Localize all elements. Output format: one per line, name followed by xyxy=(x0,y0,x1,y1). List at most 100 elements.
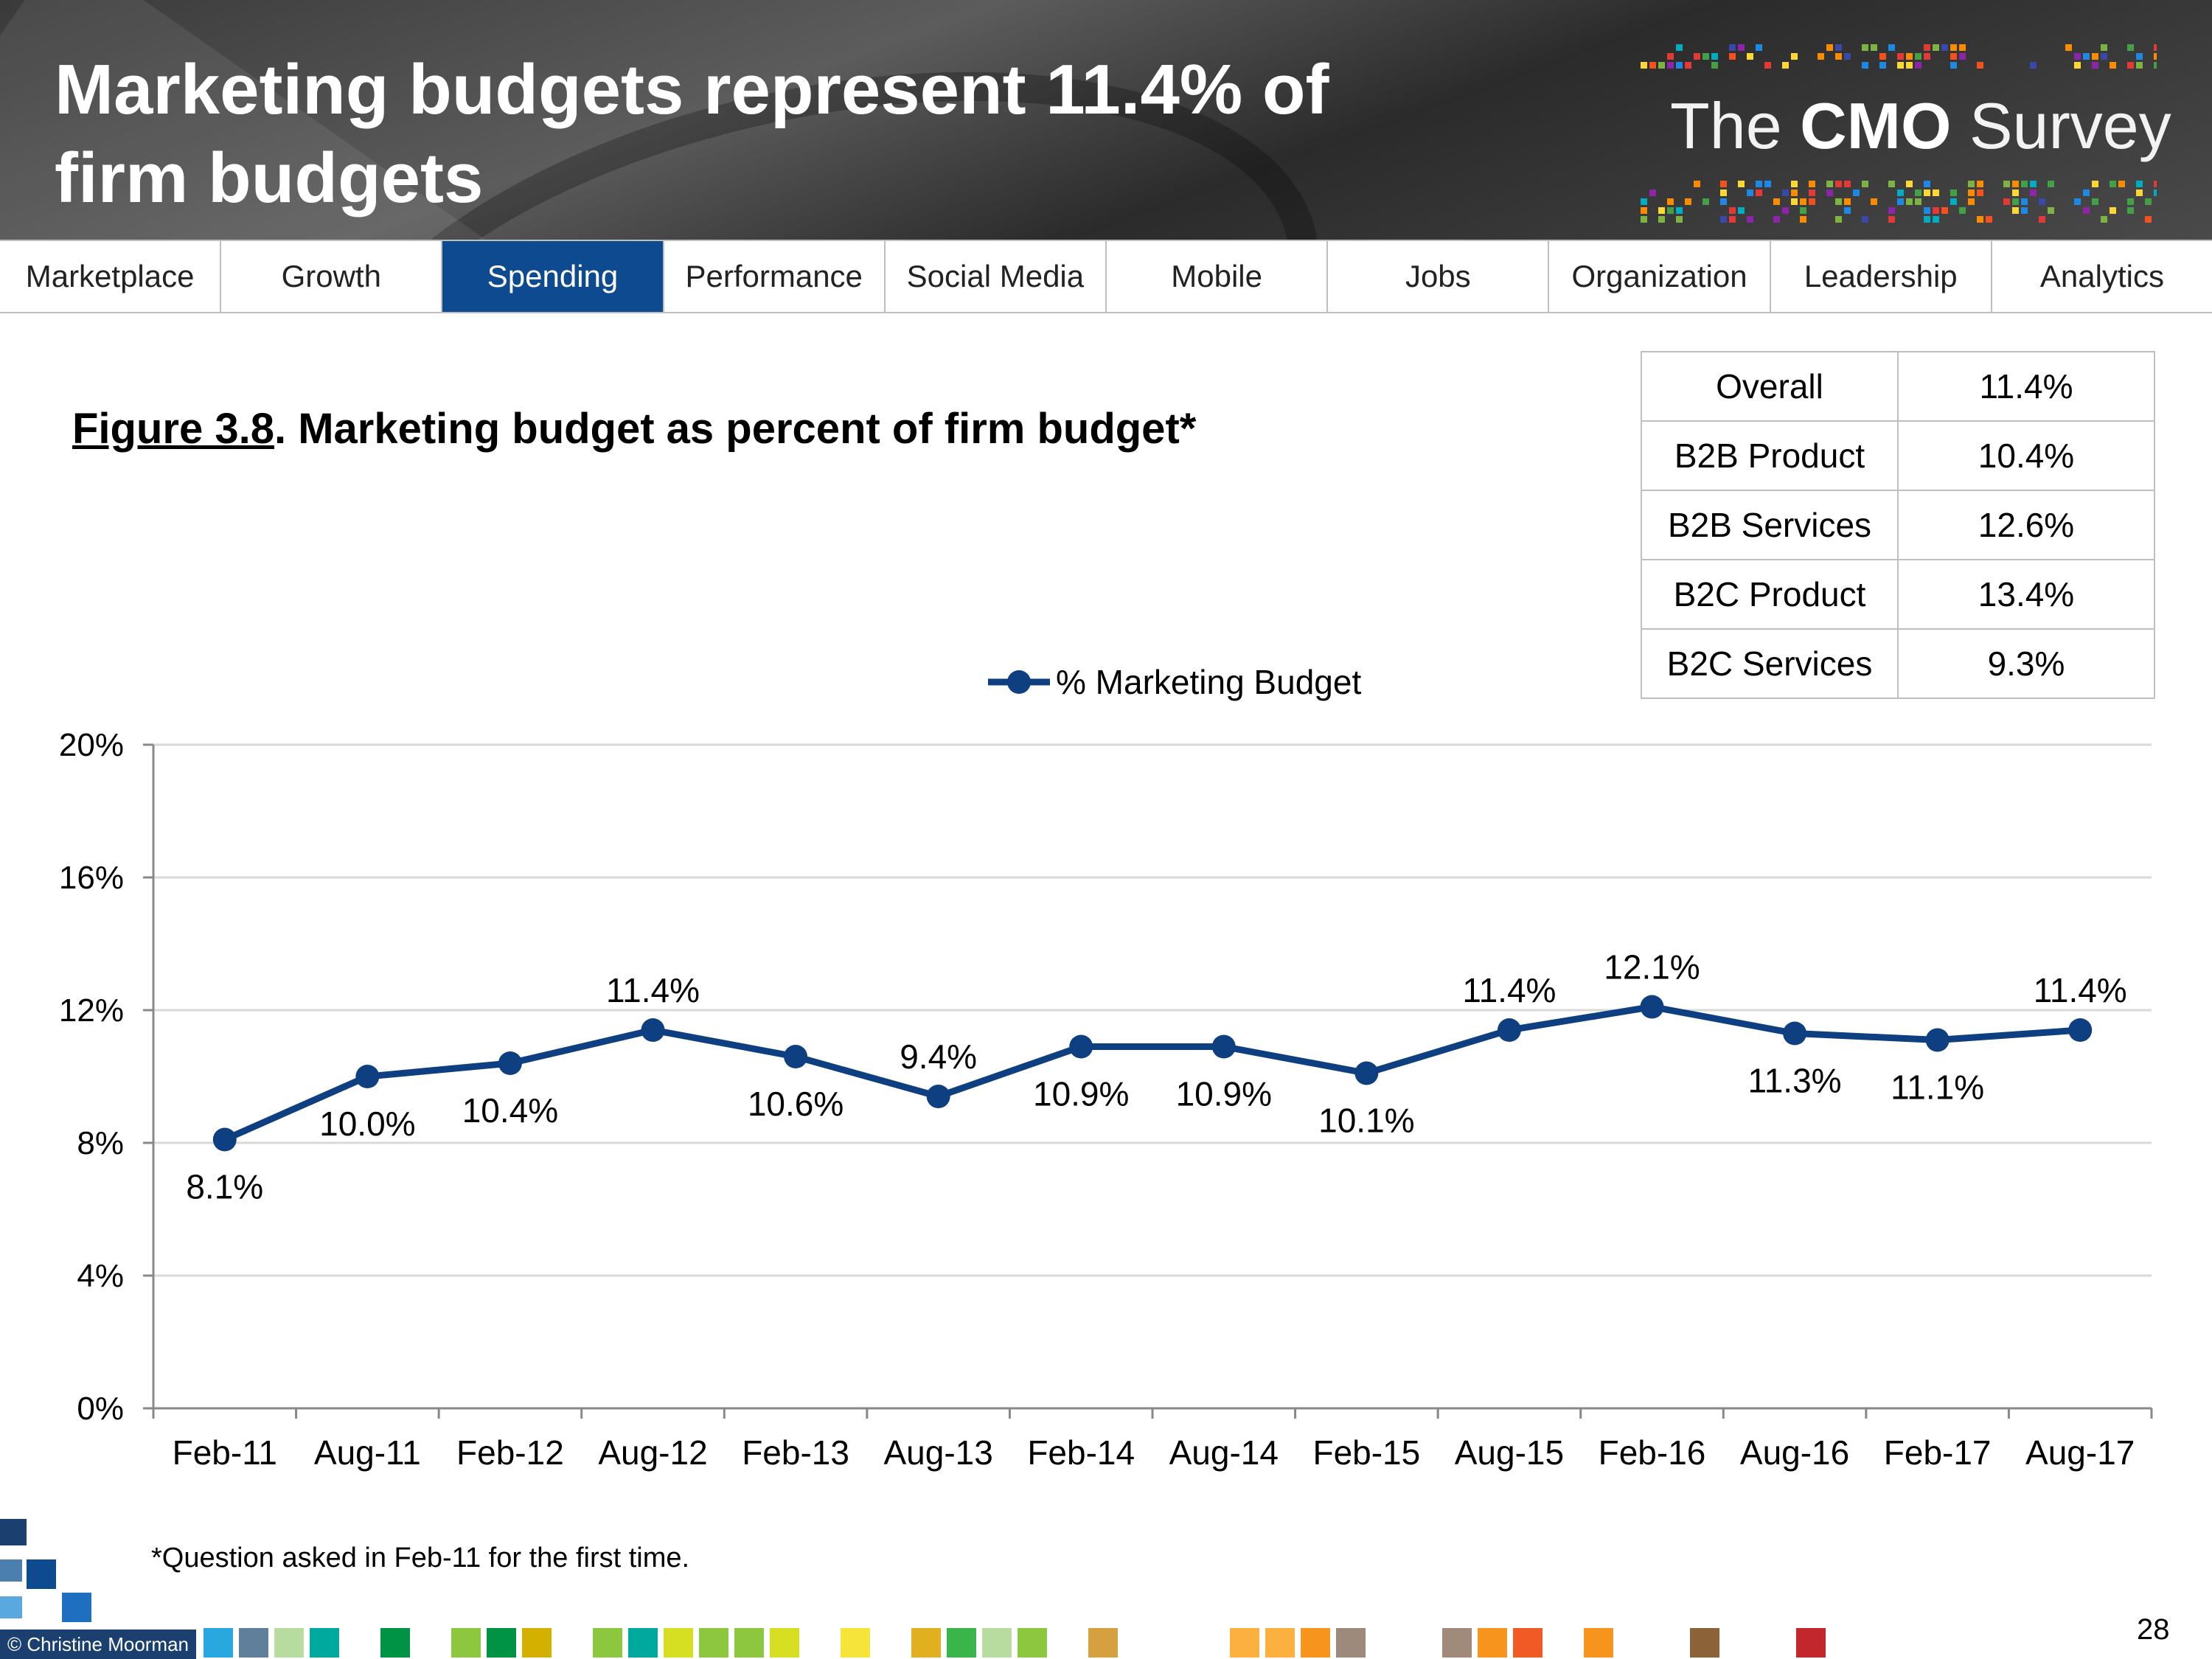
logo-pixel xyxy=(1862,62,1868,69)
footer-square xyxy=(734,1628,764,1658)
y-tick-label: 12% xyxy=(59,992,124,1029)
logo-pixel xyxy=(1676,44,1683,51)
x-tick-label: Aug-12 xyxy=(598,1433,707,1472)
footer-square xyxy=(911,1628,941,1658)
logo-pixel xyxy=(1800,216,1806,223)
logo-pixel xyxy=(1968,198,1975,205)
y-tick-label: 20% xyxy=(59,727,124,763)
data-label: 11.3% xyxy=(1748,1062,1842,1100)
logo-pixel xyxy=(1924,207,1930,214)
logo-pixel-pattern xyxy=(1641,44,2157,223)
y-tick-label: 4% xyxy=(77,1258,124,1294)
logo-pixel xyxy=(2021,198,2028,205)
logo-pixel xyxy=(1738,181,1745,187)
logo-pixel xyxy=(1800,198,1806,205)
footer-square xyxy=(1265,1628,1295,1658)
legend-label: % Marketing Budget xyxy=(1056,663,1361,701)
logo-pixel xyxy=(2003,181,2010,187)
logo-pixel xyxy=(1711,53,1718,60)
logo-pixel xyxy=(1685,198,1691,205)
logo-pixel xyxy=(1844,181,1851,187)
data-point xyxy=(1783,1021,1807,1046)
y-tick-label: 8% xyxy=(77,1125,124,1161)
logo-pixel xyxy=(2030,189,2037,196)
tab-jobs[interactable]: Jobs xyxy=(1328,241,1550,312)
data-point xyxy=(641,1018,665,1042)
x-tick-label: Feb-11 xyxy=(173,1433,277,1472)
footer-square xyxy=(0,1559,22,1582)
tab-social-media[interactable]: Social Media xyxy=(886,241,1107,312)
logo-pixel xyxy=(1756,181,1762,187)
data-label: 11.4% xyxy=(606,971,700,1009)
logo-pixel xyxy=(1667,207,1674,214)
logo-pixel xyxy=(1888,216,1895,223)
data-label: 9.4% xyxy=(900,1037,977,1076)
tab-growth[interactable]: Growth xyxy=(221,241,443,312)
logo-pixel xyxy=(1879,53,1886,60)
logo-pixel xyxy=(1835,53,1842,60)
page-number: 28 xyxy=(2137,1613,2170,1646)
data-label: 10.0% xyxy=(319,1105,415,1143)
footer-square xyxy=(1301,1628,1330,1658)
logo-pixel xyxy=(1906,53,1913,60)
x-tick-label: Feb-14 xyxy=(1027,1433,1135,1472)
tab-marketplace[interactable]: Marketplace xyxy=(0,241,222,312)
segment-label: Overall xyxy=(1641,351,1899,422)
data-label: 10.4% xyxy=(462,1091,558,1130)
segment-value: 10.4% xyxy=(1897,420,2155,491)
footer-square xyxy=(1230,1628,1259,1658)
logo-pixel xyxy=(1844,198,1851,205)
logo-pixel xyxy=(1649,62,1656,69)
logo-pixel xyxy=(1924,189,1930,196)
data-label: 12.1% xyxy=(1604,948,1700,987)
logo-pixel xyxy=(1641,216,1647,223)
logo-pixel xyxy=(2101,44,2107,51)
logo-pixel xyxy=(1924,44,1930,51)
logo-pixel xyxy=(2154,44,2157,51)
tab-analytics[interactable]: Analytics xyxy=(2039,259,2164,293)
logo-pixel xyxy=(1977,181,1983,187)
segment-value: 11.4% xyxy=(1897,351,2155,422)
segment-value: 9.3% xyxy=(1897,628,2155,699)
logo-pixel xyxy=(1649,189,1656,196)
logo-pixel xyxy=(1897,189,1904,196)
data-point xyxy=(2068,1018,2093,1042)
data-point xyxy=(1640,995,1664,1019)
data-point xyxy=(498,1051,522,1075)
logo-pixel xyxy=(1756,44,1762,51)
logo-pixel xyxy=(1729,207,1736,214)
logo-pixel xyxy=(2127,44,2134,51)
logo-pixel xyxy=(1773,216,1780,223)
logo-pixel xyxy=(1977,216,1983,223)
logo-pixel xyxy=(1791,198,1798,205)
logo-pixel xyxy=(1676,216,1683,223)
logo-pixel xyxy=(1641,62,1647,69)
logo-pixel xyxy=(1773,198,1780,205)
logo-pixel xyxy=(2039,216,2045,223)
figure-text: . Marketing budget as percent of firm bu… xyxy=(274,405,1197,453)
logo-pixel xyxy=(1818,53,1824,60)
logo-pixel xyxy=(1915,198,1921,205)
logo-pixel xyxy=(2154,189,2157,196)
logo-pixel xyxy=(1844,53,1851,60)
logo-pixel xyxy=(1826,44,1833,51)
logo-pixel xyxy=(2065,44,2072,51)
logo-pixel xyxy=(1835,198,1842,205)
tab-leadership[interactable]: Leadership xyxy=(1771,241,1992,312)
logo-pixel xyxy=(1782,62,1789,69)
logo-pixel xyxy=(1915,189,1921,196)
logo-pixel xyxy=(1933,207,1939,214)
logo-pixel xyxy=(1924,181,1930,187)
tab-organization[interactable]: Organization xyxy=(1549,241,1771,312)
footer-square xyxy=(487,1628,516,1658)
logo-pixel xyxy=(1747,53,1753,60)
tab-spending[interactable]: Spending xyxy=(442,241,664,312)
data-label: 11.4% xyxy=(1462,971,1556,1009)
logo-pixel xyxy=(1720,181,1727,187)
tab-mobile[interactable]: Mobile xyxy=(1107,241,1329,312)
table-row: B2C Product 13.4% xyxy=(1641,559,2155,630)
logo-pixel xyxy=(2127,207,2134,214)
logo-pixel xyxy=(1888,181,1895,187)
x-tick-label: Aug-11 xyxy=(314,1433,421,1472)
tab-performance[interactable]: Performance xyxy=(664,241,886,312)
